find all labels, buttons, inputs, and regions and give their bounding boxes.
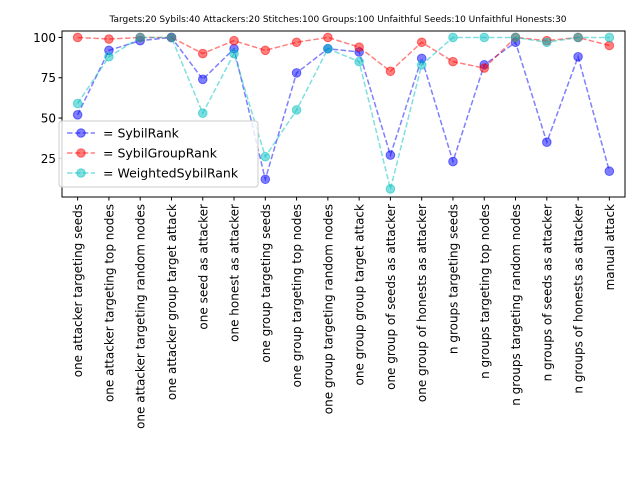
x-tick-label: one attacker targeting seeds [71, 204, 85, 377]
data-point [542, 37, 552, 48]
data-point [385, 150, 396, 160]
y-tick-label: 25 [41, 152, 56, 166]
legend-marker [76, 168, 86, 178]
chart-title: Targets:20 Sybils:40 Attackers:20 Stitch… [108, 15, 566, 25]
y-tick-label: 50 [41, 112, 56, 126]
legend-item: = WeightedSybilRank [67, 166, 239, 181]
legend-item: = SybilGroupRank [67, 146, 218, 161]
data-point [72, 98, 83, 109]
x-tick-label: one group group target attack [353, 204, 367, 385]
data-point [197, 74, 208, 85]
data-point [448, 32, 458, 43]
data-point [604, 40, 615, 51]
x-tick-label: n groups targeting top nodes [478, 204, 492, 379]
x-tick-label: one seed as attacker [196, 204, 210, 330]
data-point [260, 151, 271, 162]
data-point [104, 34, 114, 44]
x-tick-label: one group targeting random nodes [321, 204, 335, 414]
x-tick-label: n groups targeting random nodes [509, 204, 523, 406]
x-tick-label: one group targeting seeds [259, 204, 273, 363]
x-tick-label: one group of seeds as attacker [384, 204, 398, 390]
legend-label: = WeightedSybilRank [103, 166, 239, 181]
x-tick-label: one attacker group target attack [165, 204, 179, 400]
legend-box [58, 120, 259, 188]
data-point [542, 137, 552, 148]
series-3 [72, 32, 615, 194]
y-tick-label: 100 [33, 31, 56, 45]
legend-label: = SybilGroupRank [103, 146, 218, 161]
data-point [385, 66, 396, 77]
data-point [72, 110, 83, 120]
plot-area-frame [61, 30, 626, 198]
x-tick-label: one group of honests as attacker [415, 204, 429, 402]
data-point [229, 35, 239, 46]
x-tick-label: one attacker targeting top nodes [102, 204, 116, 402]
data-point [479, 32, 490, 43]
x-tick-label: one attacker targeting random nodes [134, 204, 148, 429]
x-tick-label: one honest as attacker [228, 204, 242, 342]
series-line [77, 36, 610, 190]
x-tick-label: n groups targeting seeds [446, 204, 460, 354]
data-point [573, 51, 583, 62]
data-point [448, 56, 458, 67]
data-point [291, 105, 302, 115]
data-point [229, 48, 239, 59]
series-layer [72, 32, 615, 194]
data-point [573, 32, 583, 43]
data-point [604, 32, 615, 43]
data-point [604, 166, 615, 177]
data-point [448, 156, 458, 167]
data-point [416, 37, 427, 48]
data-point [197, 108, 208, 118]
data-point [197, 48, 208, 59]
data-point [323, 32, 333, 43]
data-point [260, 174, 271, 185]
data-point [291, 37, 302, 48]
data-point [72, 32, 83, 43]
data-point [479, 63, 490, 73]
legend-marker [76, 148, 86, 158]
data-point [323, 43, 333, 54]
data-point [354, 56, 364, 67]
x-tick-label: one group targeting top nodes [290, 204, 304, 387]
data-point [260, 45, 271, 56]
x-tick-label: n groups of honests as attacker [572, 204, 586, 394]
data-point [135, 32, 145, 43]
x-tick-label: n groups of seeds as attacker [540, 204, 554, 381]
legend-label: = SybilRank [103, 126, 180, 141]
x-tick-label: manual attack [603, 204, 617, 290]
data-point [166, 32, 177, 43]
y-tick-label: 75 [41, 71, 56, 85]
legend-marker [76, 128, 86, 138]
data-point [354, 42, 364, 52]
data-point [291, 68, 302, 78]
data-point [104, 51, 114, 62]
legend-item: = SybilRank [67, 126, 180, 141]
axes-layer: 25 50 75 100 one attacker targeting seeds one… [33, 31, 617, 429]
data-point [510, 32, 521, 43]
data-point [385, 184, 396, 194]
data-point [416, 60, 427, 70]
legend: = SybilRank = SybilGroupRank = WeightedSyb… [58, 120, 259, 188]
